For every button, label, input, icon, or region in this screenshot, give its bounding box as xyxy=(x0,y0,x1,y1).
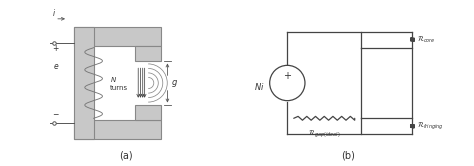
Circle shape xyxy=(270,65,305,101)
Bar xyxy=(74,27,161,46)
Text: $g$: $g$ xyxy=(171,78,178,88)
Text: $Ni$: $Ni$ xyxy=(255,81,265,92)
Text: (a): (a) xyxy=(119,150,133,160)
Text: $\mathcal{R}_{gap(ideal)}$: $\mathcal{R}_{gap(ideal)}$ xyxy=(308,128,340,139)
Bar xyxy=(136,105,161,120)
Text: $N$
turns: $N$ turns xyxy=(109,75,128,91)
Text: $+$: $+$ xyxy=(52,43,60,53)
Bar xyxy=(74,27,94,139)
Text: +: + xyxy=(283,71,292,81)
Text: $\mathcal{R}_{fringing}$: $\mathcal{R}_{fringing}$ xyxy=(417,121,444,132)
Text: (b): (b) xyxy=(341,150,355,160)
Text: $e$: $e$ xyxy=(53,62,59,71)
Text: $\mathcal{R}_{core}$: $\mathcal{R}_{core}$ xyxy=(417,35,436,45)
Text: $i$: $i$ xyxy=(52,7,56,18)
Bar xyxy=(136,46,161,61)
Bar xyxy=(74,120,161,139)
Text: $-$: $-$ xyxy=(52,108,60,117)
